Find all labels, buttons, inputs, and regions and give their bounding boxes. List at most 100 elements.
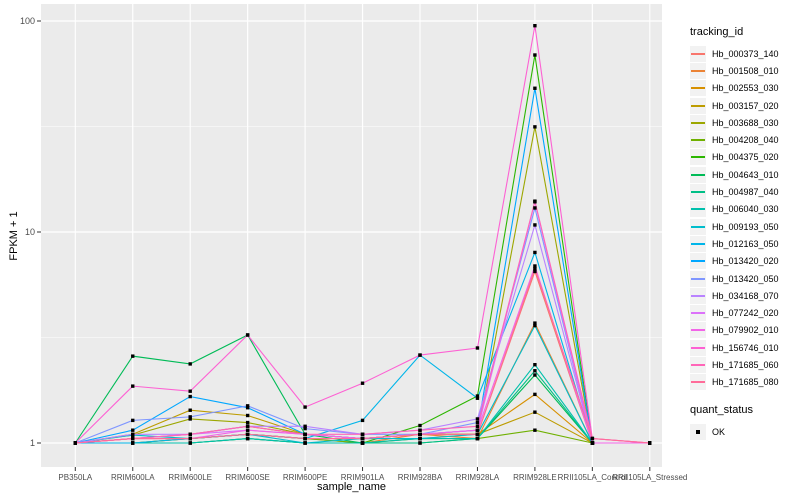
data-point-marker xyxy=(533,321,537,325)
legend-key xyxy=(690,97,706,114)
data-point-marker xyxy=(533,53,537,57)
legend-key xyxy=(690,253,706,270)
data-point-marker xyxy=(188,415,192,419)
data-point-marker xyxy=(475,394,480,398)
legend-key-line-icon xyxy=(691,173,705,176)
legend-key-line-icon xyxy=(691,121,705,124)
y-axis-title: FPKM + 1 xyxy=(8,211,20,261)
legend-entry-Hb_171685_060: Hb_171685_060 xyxy=(690,356,800,373)
data-point-marker xyxy=(131,441,135,445)
data-point-marker xyxy=(533,264,537,268)
data-point-marker xyxy=(475,436,480,441)
legend-key xyxy=(690,423,706,440)
legend-entry-Hb_004987_040: Hb_004987_040 xyxy=(690,183,800,201)
legend-key-line-icon xyxy=(691,208,705,211)
data-point-marker xyxy=(303,432,307,436)
data-point-marker xyxy=(475,420,480,425)
data-point-marker xyxy=(360,381,365,385)
data-point-marker xyxy=(475,428,480,432)
legend: tracking_id Hb_000373_140 Hb_001508_010 Hb… xyxy=(690,26,800,440)
x-tick-label: RRIM600SE xyxy=(225,473,269,482)
legend-key xyxy=(690,62,706,79)
data-point-marker xyxy=(188,436,192,441)
legend-entry-Hb_000373_140: Hb_000373_140 xyxy=(690,45,800,62)
legend-key xyxy=(690,184,706,201)
legend-key-line-icon xyxy=(691,329,705,332)
data-point-marker xyxy=(533,206,537,210)
legend-entry-label: Hb_004643_010 xyxy=(712,169,779,180)
x-tick-label: RRIM600LA xyxy=(111,473,155,482)
data-point-marker xyxy=(188,441,192,445)
legend-key xyxy=(690,374,706,391)
legend-key xyxy=(690,132,706,149)
data-point-marker xyxy=(360,418,365,423)
legend-entry-label: Hb_002553_030 xyxy=(712,83,779,94)
legend-entry-Hb_003688_030: Hb_003688_030 xyxy=(690,114,800,131)
data-point-marker xyxy=(475,346,480,350)
x-tick-label: RRIM600PE xyxy=(283,473,327,482)
legend-entry-label: Hb_013420_050 xyxy=(712,273,779,284)
legend-key-line-icon xyxy=(691,225,705,228)
data-point-marker xyxy=(360,441,365,445)
legend-entry-Hb_004208_040: Hb_004208_040 xyxy=(690,131,800,149)
legend-key-line-icon xyxy=(691,191,705,194)
data-point-marker xyxy=(131,436,135,441)
data-point-marker xyxy=(245,432,250,436)
data-point-marker xyxy=(533,125,537,129)
data-point-marker xyxy=(533,363,537,367)
legend-key xyxy=(690,270,706,287)
legend-key-line-icon xyxy=(691,312,705,315)
legend-entry-label: Hb_077242_020 xyxy=(712,308,779,319)
legend-key xyxy=(690,235,706,252)
legend-entry-label: Hb_006040_030 xyxy=(712,204,779,215)
data-point-marker xyxy=(533,428,537,432)
legend-entry-label: Hb_012163_050 xyxy=(712,238,779,249)
data-point-marker xyxy=(245,420,250,425)
data-point-marker xyxy=(418,432,422,436)
legend-entry-label: Hb_009193_050 xyxy=(712,221,779,232)
legend-key xyxy=(690,356,706,373)
legend-key xyxy=(690,339,706,356)
legend-entry-Hb_004643_010: Hb_004643_010 xyxy=(690,166,800,183)
data-point-marker xyxy=(245,413,250,418)
legend-entry-label: Hb_034168_070 xyxy=(712,290,779,301)
data-point-marker xyxy=(533,266,537,271)
legend-entry-quant-ok: OK xyxy=(690,423,800,440)
legend-entry-Hb_006040_030: Hb_006040_030 xyxy=(690,201,800,218)
y-tick-label: 1 xyxy=(30,438,35,448)
legend-key-line-icon xyxy=(691,104,705,107)
legend-entry-label: Hb_003157_020 xyxy=(712,100,779,111)
legend-key-line-icon xyxy=(691,69,705,72)
legend-key xyxy=(690,201,706,218)
x-tick-label: RRIM928LE xyxy=(513,473,557,482)
data-point-marker xyxy=(533,392,537,397)
legend-entry-label: Hb_171685_080 xyxy=(712,377,779,388)
legend-entry-label: Hb_001508_010 xyxy=(712,65,779,76)
data-point-marker xyxy=(131,432,135,436)
data-point-marker xyxy=(533,323,537,328)
data-point-marker xyxy=(188,362,192,366)
legend-key xyxy=(690,114,706,131)
legend-entry-Hb_171685_080: Hb_171685_080 xyxy=(690,374,800,391)
data-point-marker xyxy=(245,428,250,432)
legend-key-line-icon xyxy=(691,242,705,245)
legend-entries-tracking-id: Hb_000373_140 Hb_001508_010 Hb_002553_030 H… xyxy=(690,45,800,391)
legend-key-line-icon xyxy=(691,260,705,263)
data-point-marker xyxy=(303,436,307,441)
data-point-marker xyxy=(418,353,422,357)
data-point-marker xyxy=(533,223,537,227)
legend-entry-label: Hb_013420_020 xyxy=(712,256,779,267)
legend-entry-label: Hb_171685_060 xyxy=(712,359,779,370)
y-tick-label: 100 xyxy=(20,16,35,26)
data-point-marker xyxy=(533,24,537,28)
legend-entry-Hb_004375_020: Hb_004375_020 xyxy=(690,149,800,166)
data-point-marker xyxy=(303,441,307,445)
legend-entry-Hb_003157_020: Hb_003157_020 xyxy=(690,97,800,114)
data-point-marker xyxy=(303,426,307,431)
legend-title-quant-status: quant_status xyxy=(690,403,753,416)
legend-key-line-icon xyxy=(691,156,705,159)
data-point-marker xyxy=(245,424,250,428)
legend-key-line-icon xyxy=(691,139,705,142)
legend-entry-Hb_013420_050: Hb_013420_050 xyxy=(690,270,800,287)
data-point-marker xyxy=(245,333,250,337)
